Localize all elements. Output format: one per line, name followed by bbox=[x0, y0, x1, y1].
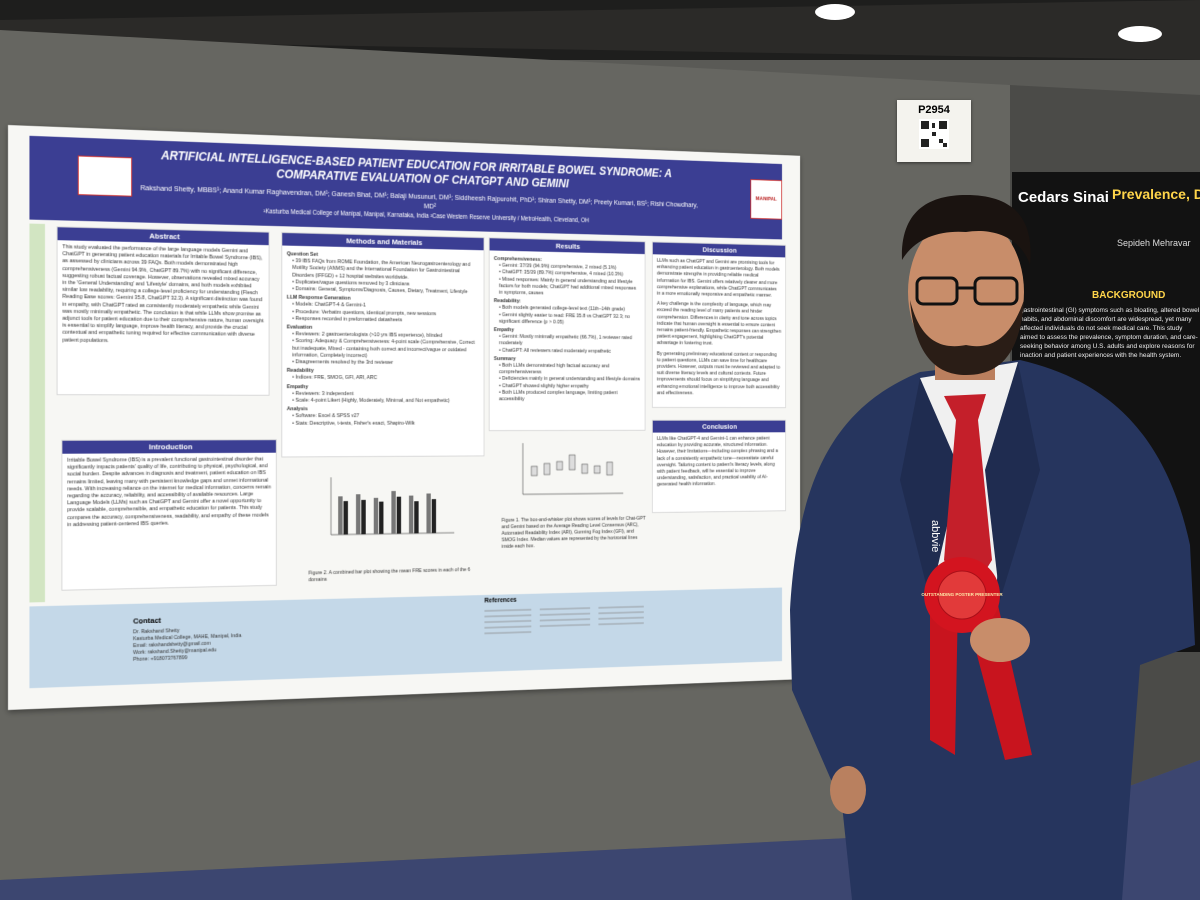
introduction-box: Introduction Irritable Bowel Syndrome (I… bbox=[61, 439, 277, 591]
logo-right: MANIPAL bbox=[750, 179, 783, 220]
neighbor-poster: Cedars Sinai Prevalence, D Sepideh Mehra… bbox=[1012, 172, 1200, 652]
section-body: Question Set • 39 IBS FAQs from ROME Foun… bbox=[282, 246, 483, 432]
list-item: • ChatGPT: All reviewers rated moderatel… bbox=[499, 347, 612, 355]
list-item: • Both LLMs produced complex language, l… bbox=[499, 389, 618, 403]
section-heading: Introduction bbox=[62, 440, 276, 454]
conclusion-box: Conclusion LLMs like ChatGPT-4 and Gemin… bbox=[652, 419, 786, 514]
item-text: Both LLMs produced complex language, lim… bbox=[499, 389, 618, 403]
discussion-box: Discussion LLMs such as ChatGPT and Gemi… bbox=[652, 241, 786, 409]
item-text: Both LLMs demonstrated high factual accu… bbox=[499, 362, 610, 376]
item-text: Models: ChatGPT-4 & Gemini-1 bbox=[295, 302, 366, 309]
item-text: Responses recorded in preformatted datas… bbox=[295, 315, 403, 324]
item-text: Scale: 4-point Likert (Highly, Moderatel… bbox=[295, 397, 450, 404]
ceiling-truss bbox=[0, 0, 1200, 60]
list-item: • Stats: Descriptive, t-tests, Fisher's … bbox=[292, 420, 415, 427]
section-body: LLMs such as ChatGPT and Gemini are prom… bbox=[653, 254, 785, 404]
logo-left bbox=[77, 155, 133, 197]
list-item: • Gemini: Mostly minimally empathetic (6… bbox=[499, 334, 633, 347]
section-body: This study evaluated the performance of … bbox=[62, 244, 264, 344]
paragraph: By generating preliminary educational co… bbox=[656, 350, 781, 397]
section-body: Irritable Bowel Syndrome (IBS) is a prev… bbox=[67, 456, 272, 528]
methods-box: Methods and Materials Question Set • 39 I… bbox=[281, 231, 485, 458]
poster: ARTIFICIAL INTELLIGENCE-BASED PATIENT ED… bbox=[8, 125, 801, 710]
references-heading: References bbox=[484, 596, 517, 605]
side-stripe bbox=[29, 223, 45, 603]
item-text: Scoring: Adequacy & Comprehensiveness: 4… bbox=[292, 338, 475, 359]
figure-caption: Figure 1. The box-and-whisker plot shows… bbox=[501, 515, 646, 550]
item-text: Indices: FRE, SMOG, GFI, ARI, ARC bbox=[295, 375, 378, 382]
list-item: • Scale: 4-point Likert (Highly, Moderat… bbox=[292, 397, 450, 404]
neighbor-author: Sepideh Mehravar bbox=[1117, 238, 1191, 248]
list-item: • Indices: FRE, SMOG, GFI, ARI, ARC bbox=[292, 375, 378, 382]
section-heading: Conclusion bbox=[652, 420, 786, 433]
references-list bbox=[484, 603, 652, 645]
figure-2 bbox=[313, 467, 463, 564]
ceiling-light bbox=[815, 4, 855, 20]
item-text: Software: Excel & SPSS v27 bbox=[295, 413, 360, 420]
neighbor-title: Prevalence, D bbox=[1112, 186, 1200, 202]
item-text: Gemini: Mostly minimally empathetic (66.… bbox=[499, 334, 633, 347]
neighbor-heading: BACKGROUND bbox=[1092, 290, 1166, 301]
item-text: Disagreements resolved by the 3rd review… bbox=[295, 359, 394, 366]
list-item: • Disagreements resolved by the 3rd revi… bbox=[292, 359, 394, 366]
paragraph: LLMs such as ChatGPT and Gemini are prom… bbox=[656, 258, 780, 299]
section-body: Comprehensiveness: • Gemini: 37/39 (94.9%… bbox=[490, 250, 645, 407]
booth-number: P2954 bbox=[918, 104, 950, 116]
neighbor-body: gastrointestinal (GI) symptoms such as b… bbox=[1020, 307, 1200, 359]
abstract-box: Abstract This study evaluated the perfor… bbox=[56, 226, 270, 396]
paragraph: A key challenge is the complexity of lan… bbox=[656, 301, 782, 347]
poster-header: ARTIFICIAL INTELLIGENCE-BASED PATIENT ED… bbox=[29, 135, 783, 240]
item-text: Reviewers: 3 independent bbox=[295, 390, 354, 397]
results-box: Results Comprehensiveness: • Gemini: 37/3… bbox=[488, 237, 646, 432]
figure-caption: Figure 2. A combined bar plot showing th… bbox=[308, 567, 471, 584]
list-item: • Mixed responses: Mainly in general und… bbox=[499, 276, 636, 297]
neighbor-logo: Cedars Sinai bbox=[1018, 189, 1109, 206]
item-text: Gemini slightly easier to read: FRE 35.8… bbox=[499, 312, 630, 326]
section-body: LLMs like ChatGPT-4 and Gemini-1 can enh… bbox=[656, 435, 778, 488]
booth-card: P2954 bbox=[897, 100, 971, 162]
figure-1 bbox=[510, 438, 627, 513]
list-item: • Responses recorded in preformatted dat… bbox=[292, 315, 403, 324]
item-text: Deficiencies mainly in general understan… bbox=[502, 376, 640, 383]
item-text: Mixed responses: Mainly in general under… bbox=[499, 276, 636, 297]
list-item: • Scoring: Adequacy & Comprehensiveness:… bbox=[292, 338, 475, 359]
item-text: 39 IBS FAQs from ROME Foundation, the Am… bbox=[292, 258, 471, 281]
list-item: • Gemini slightly easier to read: FRE 35… bbox=[499, 311, 630, 326]
item-text: ChatGPT: All reviewers rated moderately … bbox=[502, 347, 612, 355]
item-text: Stats: Descriptive, t-tests, Fisher's ex… bbox=[295, 420, 415, 427]
contact-heading: Contact bbox=[133, 615, 162, 626]
item-text: ChatGPT showed slightly higher empathy bbox=[502, 383, 589, 390]
ceiling-light bbox=[1118, 26, 1162, 42]
qr-code bbox=[919, 119, 949, 149]
list-item: • Both LLMs demonstrated high factual ac… bbox=[499, 362, 610, 376]
